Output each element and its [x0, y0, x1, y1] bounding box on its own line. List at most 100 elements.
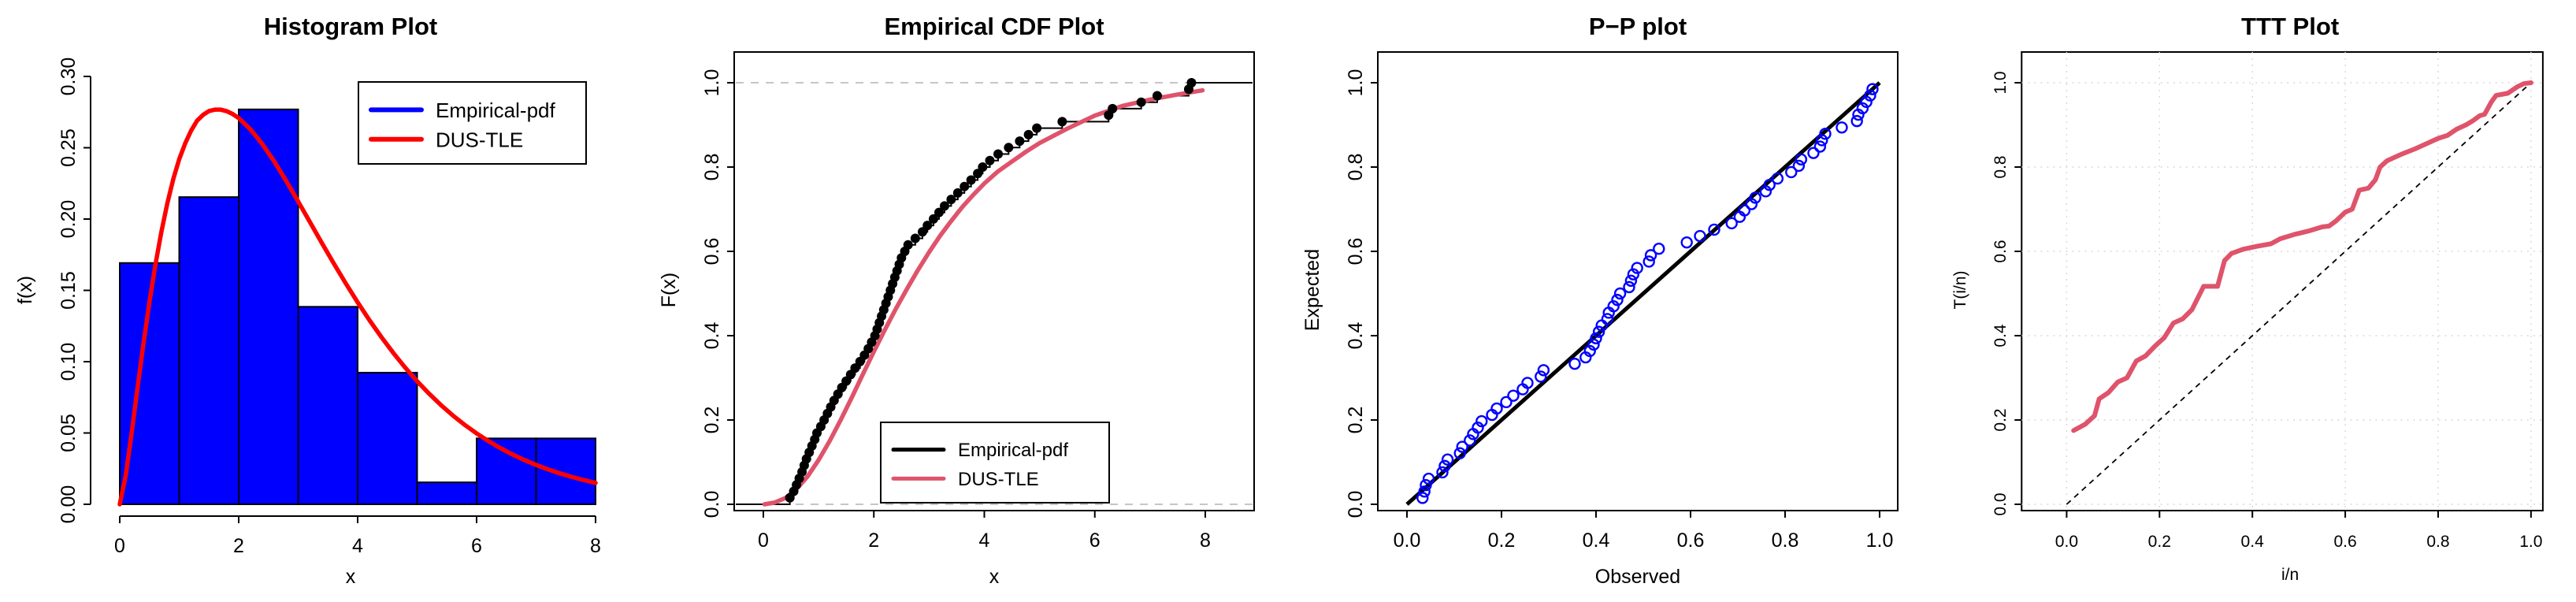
histogram-bar [238, 108, 299, 505]
ecdf-dot [850, 363, 860, 373]
y-tick-label: 0.2 [1991, 408, 2010, 431]
pp-point [1587, 338, 1600, 351]
pp-point [1436, 466, 1449, 479]
pp-point [1864, 89, 1876, 102]
y-tick-label: 0.25 [58, 128, 80, 167]
histogram-bar [178, 196, 239, 505]
x-tick-label: 0.8 [2426, 533, 2449, 551]
pp-point [1418, 485, 1431, 498]
ecdf-dot [940, 201, 950, 211]
pp-point [1624, 274, 1638, 287]
y-tick-label: 1.0 [1345, 69, 1367, 97]
ttt-plot-box [2021, 51, 2544, 511]
ttt-diagonal-dashed [2066, 82, 2532, 505]
pp-point [1475, 414, 1488, 428]
ecdf-dot [946, 195, 956, 205]
pp-point [1738, 204, 1751, 217]
pp-y-axis-title: Expected [1301, 249, 1323, 331]
pp-point [1759, 185, 1772, 198]
ecdf-dot [928, 214, 938, 224]
histogram-bar [535, 437, 596, 505]
y-tick-label: 1.0 [701, 69, 723, 97]
y-tick-label: 0.4 [701, 322, 723, 350]
x-tick-label: 0.2 [2148, 533, 2171, 551]
pp-point [1866, 83, 1879, 95]
ecdf-dot [985, 155, 995, 165]
y-tick-label: 0.6 [1991, 240, 2010, 262]
ecdf-dot [978, 162, 988, 172]
ecdf-dot [1108, 103, 1118, 113]
pp-point [1420, 478, 1432, 492]
pp-point [1725, 217, 1738, 230]
pp-point [1816, 134, 1828, 147]
legend-label: Empirical-pdf [436, 98, 555, 122]
pp-point [1490, 402, 1503, 415]
pp-point [1500, 396, 1513, 409]
ttt-curve [2071, 80, 2533, 433]
x-tick-label: 0.6 [2333, 533, 2356, 551]
pp-point [1708, 223, 1720, 236]
pp-point [1453, 447, 1466, 459]
pp-point [1856, 102, 1869, 115]
ecdf-dot [1004, 143, 1014, 153]
histogram-y-axis-title: f(x) [14, 276, 36, 304]
pp-point [1535, 370, 1547, 383]
histogram-bar [416, 481, 477, 505]
x-tick-label: 0 [758, 530, 769, 552]
pp-point [1521, 377, 1534, 389]
pp-plot-area: 0.0 0.2 0.4 0.6 0.8 1.0 0.0 0.2 0.4 0.6 0.8 1.0 [1345, 51, 1899, 552]
pp-diagonal-line [1405, 81, 1881, 506]
x-tick-label: 1.0 [1866, 530, 1894, 552]
pp-plot-canvas: P−P plot Observed Expected 0.0 0.2 0.4 0.6 0… [1301, 13, 1899, 588]
y-tick-label: 0.0 [1345, 491, 1367, 518]
fitted-pdf-curve [117, 107, 598, 507]
y-tick-label: 0.05 [58, 414, 80, 452]
ecdf-dot [973, 169, 983, 179]
y-tick-label: 0.15 [58, 271, 80, 310]
x-tick-label: 0.6 [1677, 530, 1705, 552]
histogram-x-axis-title: x [346, 566, 356, 588]
ecdf-dot [952, 188, 963, 198]
y-tick-label: 0.30 [58, 58, 80, 96]
pp-point [1860, 95, 1873, 109]
pp-point [1631, 262, 1643, 274]
ecdf-title: Empirical CDF Plot [884, 13, 1104, 40]
y-tick-label: 0.20 [58, 200, 80, 239]
x-tick-label: 8 [590, 535, 601, 557]
ttt-plot-title: TTT Plot [2241, 13, 2339, 40]
pp-plot-box [1377, 51, 1899, 511]
pp-point [1464, 434, 1476, 447]
ecdf-dot [1057, 117, 1067, 127]
y-tick-label: 0.8 [701, 154, 723, 181]
ecdf-dot [1152, 91, 1162, 101]
pp-point [1537, 364, 1550, 377]
pp-point [1441, 453, 1454, 466]
ttt-grid [2021, 52, 2543, 511]
y-tick-label: 0.0 [1991, 492, 2010, 515]
ttt-plot-canvas: TTT Plot i/n T(i/n) 0.0 0.2 0.4 0.6 0.8 1.00.… [1951, 13, 2544, 584]
y-tick-label: 0.4 [1991, 324, 2010, 347]
pp-point [1590, 332, 1602, 344]
y-tick-label: 0.6 [701, 238, 723, 266]
pp-point [1422, 472, 1435, 485]
pp-point [1583, 344, 1596, 358]
y-tick-label: 1.0 [1991, 71, 2010, 94]
x-tick-label: 6 [471, 535, 482, 557]
x-tick-label: 4 [352, 535, 363, 557]
ecdf-dot [1186, 78, 1197, 87]
x-tick-label: 0 [114, 535, 125, 557]
histogram-bar [357, 371, 418, 506]
pp-point [1694, 229, 1706, 243]
legend-label: DUS-TLE [436, 128, 523, 151]
histogram-plot-area: 0 2 4 6 8 0.00 0.05 0.10 0.15 0.20 0.25 0.30 Empiric… [58, 58, 601, 557]
ttt-plot-area: 0.0 0.2 0.4 0.6 0.8 1.0 0.0 0.2 0.4 0.6 0.8 1.0 [1991, 51, 2544, 551]
ecdf-dot [1032, 123, 1042, 133]
pp-point [1568, 357, 1581, 370]
pp-point [1601, 313, 1614, 325]
ttt-y-axis-title: T(i/n) [1951, 271, 1969, 310]
pp-point [1607, 300, 1620, 313]
x-tick-label: 4 [979, 530, 990, 552]
pp-point [1592, 325, 1605, 338]
pp-point [1819, 128, 1832, 140]
